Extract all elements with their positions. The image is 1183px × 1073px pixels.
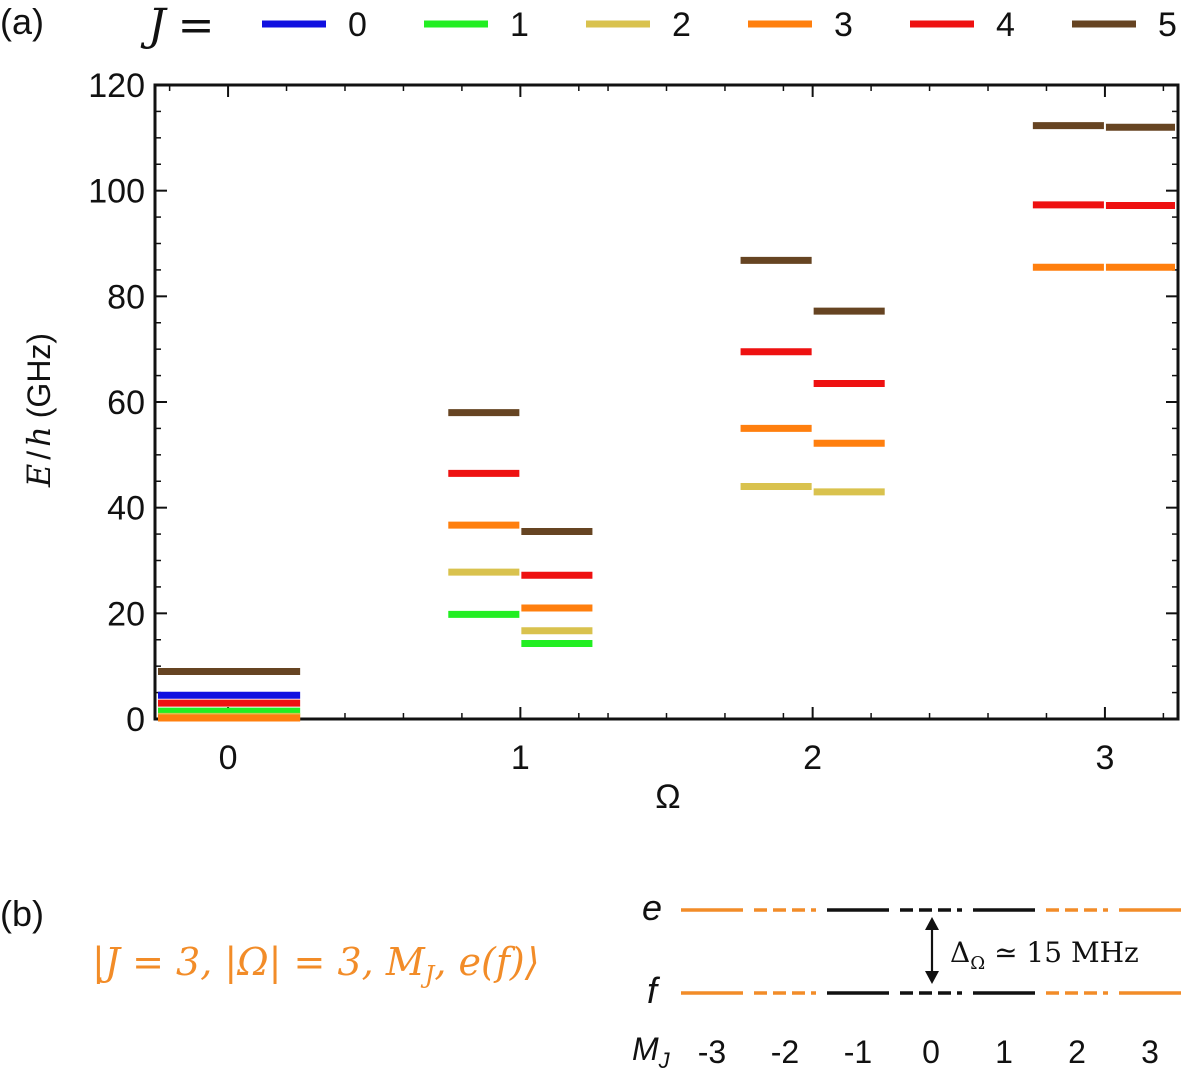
- y-label-unit: (GHz): [21, 333, 57, 418]
- sublevels: [681, 908, 1181, 995]
- legend-eq: =: [178, 0, 215, 51]
- axis-ticks: 0 20 40 60 80 100 120 0 1 2 3: [88, 67, 1178, 777]
- splitting-label: ΔΩ ≃ 15 MHz: [950, 936, 1139, 974]
- mj-axis-label: MJ: [632, 1031, 671, 1073]
- state-ket-tail: , e(f)⟩: [434, 940, 539, 984]
- lower-level-label: f: [647, 970, 661, 1011]
- mj-value: -2: [771, 1034, 799, 1070]
- panel-a-label: (a): [0, 1, 44, 42]
- legend-label-j3: 3: [834, 6, 853, 44]
- splitting-arrow: [925, 917, 939, 984]
- legend-var: J: [140, 0, 168, 51]
- x-tick-label: 0: [219, 739, 238, 777]
- x-tick-label: 2: [803, 739, 822, 777]
- y-tick-label: 20: [107, 595, 145, 633]
- plot-frame: [153, 83, 1180, 721]
- y-label-e: E: [20, 464, 58, 488]
- mj-value: 2: [1068, 1034, 1086, 1070]
- panel-b-label: (b): [0, 893, 44, 934]
- y-axis-label: E / h (GHz): [20, 333, 58, 488]
- mj-value: 0: [922, 1034, 940, 1070]
- mj-value: -3: [698, 1034, 726, 1070]
- mj-label-m: M: [632, 1031, 659, 1067]
- splitting-value: ≃ 15 MHz: [985, 936, 1139, 969]
- x-axis-label: Ω: [655, 778, 680, 816]
- legend-label-j1: 1: [510, 6, 529, 44]
- y-tick-label: 0: [126, 701, 145, 739]
- mj-values: -3 -2 -1 0 1 2 3: [698, 1034, 1159, 1070]
- energy-levels: [158, 122, 1175, 722]
- mj-label-sub: J: [658, 1048, 671, 1073]
- y-tick-label: 40: [107, 490, 145, 528]
- legend-prefix: J =: [140, 0, 215, 51]
- state-ket: |J = 3, |Ω| = 3, MJ, e(f)⟩: [92, 940, 540, 989]
- y-label-slash: /: [21, 451, 57, 460]
- mj-value: 3: [1141, 1034, 1159, 1070]
- legend-label-j0: 0: [348, 6, 367, 44]
- splitting-delta: Δ: [950, 936, 970, 969]
- mj-value: -1: [844, 1034, 872, 1070]
- y-tick-label: 100: [88, 173, 145, 211]
- y-tick-label: 120: [88, 67, 145, 105]
- state-ket-main: |J = 3, |Ω| = 3, M: [92, 940, 426, 984]
- legend: 0 1 2 3 4 5: [262, 6, 1177, 44]
- y-tick-label: 80: [107, 278, 145, 316]
- legend-label-j5: 5: [1158, 6, 1177, 44]
- x-tick-label: 3: [1095, 739, 1114, 777]
- y-tick-label: 60: [107, 384, 145, 422]
- legend-label-j2: 2: [672, 6, 691, 44]
- splitting-sub: Ω: [970, 953, 985, 974]
- mj-value: 1: [995, 1034, 1013, 1070]
- x-tick-label: 1: [511, 739, 530, 777]
- legend-label-j4: 4: [996, 6, 1015, 44]
- upper-level-label: e: [642, 887, 662, 928]
- y-label-h: h: [20, 426, 58, 447]
